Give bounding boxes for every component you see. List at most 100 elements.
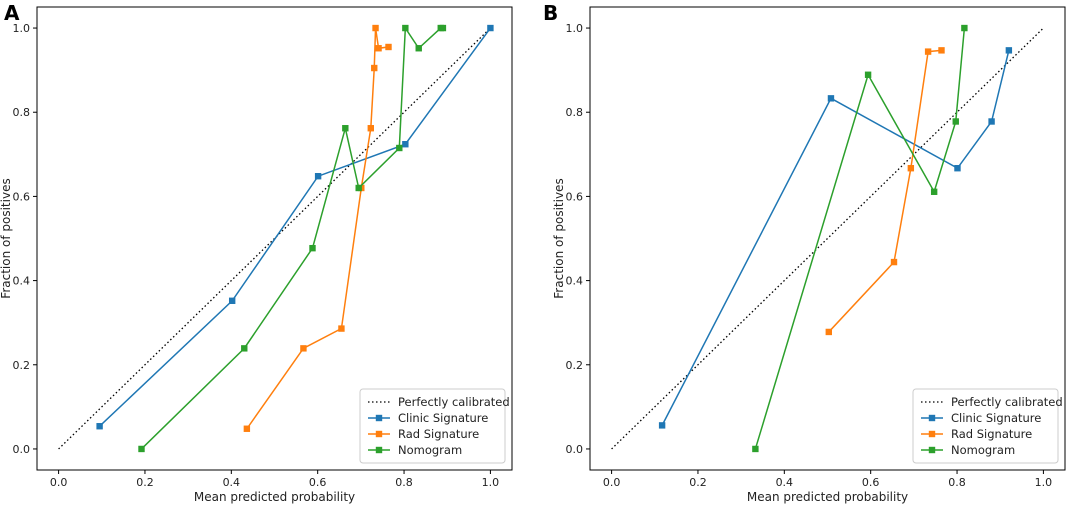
legend-marker [375,446,383,454]
plot-frame [589,6,1066,471]
data-point [415,45,422,52]
data-point [988,118,995,125]
legend-label: Clinic Signature [951,411,1041,425]
perfectly-calibrated-line [58,27,491,450]
data-point [827,95,835,102]
data-point [658,422,666,429]
y-tick-label: 0.6 [13,190,31,203]
data-point [1005,47,1013,54]
data-point [372,24,379,32]
legend-label: Rad Signature [398,427,479,441]
data-point [487,24,494,32]
y-tick-label: 0.0 [13,443,31,456]
x-tick-label: 0.4 [776,476,794,489]
x-tick-label: 0.8 [948,476,966,489]
data-point [930,188,938,195]
legend-label: Rad Signature [951,427,1032,441]
x-tick-label: 1.0 [482,476,500,489]
data-point [371,64,378,72]
data-point [907,165,915,172]
data-point [439,24,447,32]
legend-label: Nomogram [951,443,1015,457]
y-tick-label: 0.0 [566,443,584,456]
data-point [864,71,872,78]
y-tick-label: 0.4 [566,275,584,288]
legend-marker [928,414,936,422]
data-point [138,445,145,453]
series-clinic-signature [96,24,494,430]
data-point [243,425,251,432]
panel-a: A 0.0 0.2 0.4 0.6 0.8 1.0 0.0 0.2 0.4 0.6 0.8 1.0 Mea… [0,1,513,504]
data-point [924,48,932,55]
x-tick-label: 0.8 [395,476,413,489]
data-point [752,445,759,453]
panel-label: A [4,1,20,25]
data-point [938,47,945,54]
y-tick-label: 0.8 [13,106,31,119]
data-point [402,24,409,32]
plot-frame [36,6,513,471]
legend-label: Perfectly calibrated [398,395,510,409]
data-point [309,244,316,252]
legend-label: Nomogram [398,443,462,457]
x-tick-label: 0.4 [223,476,241,489]
legend: Perfectly calibrated Clinic Signature Rad … [912,388,1063,464]
data-point [825,328,832,336]
legend-marker [375,414,383,422]
series-line [99,27,492,427]
y-tick-label: 0.4 [13,275,31,288]
data-point [396,144,403,152]
y-axis-label: Fraction of positives [552,178,566,298]
y-axis-label: Fraction of positives [0,178,13,298]
panel-b: B 0.0 0.2 0.4 0.6 0.8 1.0 0.0 0.2 0.4 0.6 0.8 1.0 Mea… [543,1,1066,504]
legend-label: Perfectly calibrated [951,395,1063,409]
y-tick-label: 1.0 [13,22,31,35]
data-point [385,43,392,51]
y-tick-label: 0.2 [13,359,31,372]
legend-box [912,388,1059,464]
data-point [228,297,236,304]
perfectly-calibrated-line [611,27,1044,450]
y-tick-label: 0.6 [566,190,584,203]
x-tick-label: 0.0 [603,476,621,489]
data-point [954,165,961,172]
series-nomogram [138,24,447,453]
legend-box [359,388,506,464]
data-point [890,258,898,266]
x-axis-label: Mean predicted probability [194,490,355,504]
y-tick-label: 1.0 [566,22,584,35]
data-point [338,325,345,332]
data-point [342,125,349,132]
x-tick-label: 0.2 [689,476,707,489]
series-line [754,27,966,450]
x-tick-label: 0.6 [862,476,880,489]
series-nomogram [752,24,968,453]
data-point [952,118,959,125]
series-rad-signature [825,47,945,336]
data-point [96,423,103,430]
data-point [375,45,382,52]
x-tick-label: 0.0 [50,476,68,489]
x-tick-label: 1.0 [1035,476,1053,489]
legend-label: Clinic Signature [398,411,488,425]
data-point [402,141,409,148]
series-line [828,49,942,333]
y-tick-label: 0.8 [566,106,584,119]
series-line [140,25,443,450]
y-tick-label: 0.2 [566,359,584,372]
data-point [241,345,248,352]
legend: Perfectly calibrated Clinic Signature Rad … [359,388,510,464]
data-point [961,24,968,32]
x-tick-label: 0.2 [136,476,154,489]
x-axis-label: Mean predicted probability [747,490,908,504]
legend-marker [375,430,383,438]
data-point [367,125,374,132]
legend-marker [928,430,936,438]
data-point [355,184,362,192]
data-point [300,345,307,352]
data-point [314,173,322,180]
panel-label: B [543,1,558,25]
legend-marker [928,446,936,454]
series-clinic-signature [658,47,1013,429]
